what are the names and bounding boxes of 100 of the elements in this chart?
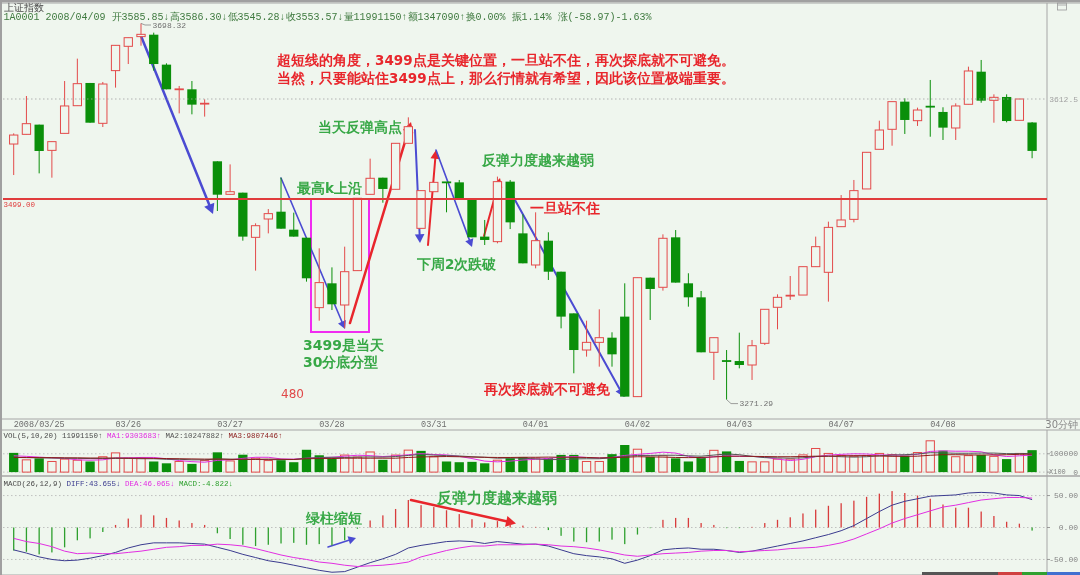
bar xyxy=(683,461,694,473)
candlestick xyxy=(187,80,197,115)
candlestick xyxy=(874,120,884,150)
annotation: 480 xyxy=(281,387,304,401)
candlestick xyxy=(173,85,185,114)
bar xyxy=(225,460,235,473)
candlestick xyxy=(683,272,694,308)
candlestick xyxy=(951,102,961,141)
candlestick xyxy=(924,79,936,138)
annotation: 绿柱缩短 xyxy=(305,510,362,526)
candlestick xyxy=(327,266,337,311)
bar xyxy=(594,460,604,473)
annotation: 反弹力度越来越弱 xyxy=(481,152,594,168)
candlestick xyxy=(276,177,286,230)
candlestick xyxy=(378,177,388,204)
bar xyxy=(963,455,974,473)
annotation: 超短线的角度，3499点是关键位置，一旦站不住，再次探底就不可避免。 xyxy=(276,52,735,68)
bar xyxy=(174,460,184,473)
bar xyxy=(123,457,133,473)
bar xyxy=(607,454,617,473)
candlestick xyxy=(47,141,57,179)
x-tick-label: 04/07 xyxy=(828,419,854,430)
candlestick xyxy=(938,106,948,141)
bar xyxy=(149,461,159,473)
bar xyxy=(263,460,273,473)
annotation: 3698.32 xyxy=(152,20,187,30)
bar xyxy=(85,461,95,473)
bar xyxy=(110,452,121,473)
x-tick-label: 03/26 xyxy=(115,419,142,430)
bar xyxy=(47,460,57,473)
bar xyxy=(760,461,770,473)
bar xyxy=(671,458,681,473)
candlestick xyxy=(645,277,655,321)
candlestick xyxy=(836,194,846,228)
candlestick xyxy=(136,22,146,47)
bar xyxy=(989,455,999,473)
y-tick-label: 0.00 xyxy=(1058,523,1079,533)
bar xyxy=(34,458,44,473)
candlestick xyxy=(21,95,32,135)
candlestick xyxy=(263,208,273,234)
candlestick xyxy=(581,320,592,358)
annotation: 下周2次跌破 xyxy=(416,256,498,272)
bar xyxy=(645,456,655,473)
x-axis-title: 30分钟 xyxy=(1045,419,1078,430)
bar xyxy=(289,462,299,473)
x-tick-label: 04/02 xyxy=(624,419,651,430)
bar xyxy=(976,454,986,473)
candlestick xyxy=(734,332,744,369)
bar xyxy=(72,459,82,473)
ref-line-label: 3612.5 xyxy=(1049,94,1079,104)
candlestick xyxy=(772,293,783,330)
annotation: 最高k上沿 xyxy=(296,180,362,196)
bar xyxy=(747,461,757,473)
bar xyxy=(429,456,439,473)
bar xyxy=(772,458,783,473)
annotation: 当天反弹高点 xyxy=(318,119,402,135)
candlestick xyxy=(289,212,299,238)
bar xyxy=(250,457,261,473)
bar xyxy=(480,463,490,473)
candlestick xyxy=(607,331,617,368)
bar xyxy=(1027,450,1037,473)
annotation: 当然，只要能站住3499点上，那么行情就有希望，因此该位置极端重要。 xyxy=(277,70,735,86)
x-tick-label: 04/01 xyxy=(522,419,549,430)
bar xyxy=(734,460,744,473)
candlestick xyxy=(594,308,604,368)
y-tick-label: 0 xyxy=(1073,467,1079,477)
candlestick xyxy=(721,349,733,401)
annotation: 再次探底就不可避免 xyxy=(483,381,612,398)
x-tick-label: 03/27 xyxy=(217,419,243,430)
bar xyxy=(454,462,464,473)
candlestick xyxy=(365,158,375,195)
candlestick xyxy=(9,132,19,176)
bar xyxy=(811,447,821,473)
candlestick xyxy=(900,97,910,135)
bar xyxy=(1001,459,1012,473)
candlestick xyxy=(250,222,261,272)
x-tick-label: 2008/03/25 xyxy=(13,419,65,430)
y-tick-label: -50.00 xyxy=(1049,554,1079,564)
bar xyxy=(327,458,337,473)
x-tick-label: 04/03 xyxy=(726,419,753,430)
candlestick xyxy=(784,275,796,301)
bar xyxy=(59,458,70,473)
candlestick xyxy=(811,236,821,268)
bar xyxy=(696,457,706,473)
bar xyxy=(836,455,846,473)
bar xyxy=(581,460,592,473)
y-tick-label: 50.00 xyxy=(1053,491,1079,501)
bar xyxy=(492,459,503,473)
bar xyxy=(785,458,795,473)
x-tick-label: 04/08 xyxy=(930,419,956,430)
annotation: 30分底分型 xyxy=(303,354,379,370)
candlestick xyxy=(72,58,82,107)
bar xyxy=(441,461,452,473)
candlestick xyxy=(912,107,923,127)
bar xyxy=(276,460,286,473)
candlestick xyxy=(747,339,757,381)
bar xyxy=(21,459,32,473)
candlestick xyxy=(225,163,235,195)
annotation: 反弹力度越来越弱 xyxy=(436,489,557,507)
bar xyxy=(161,463,172,473)
